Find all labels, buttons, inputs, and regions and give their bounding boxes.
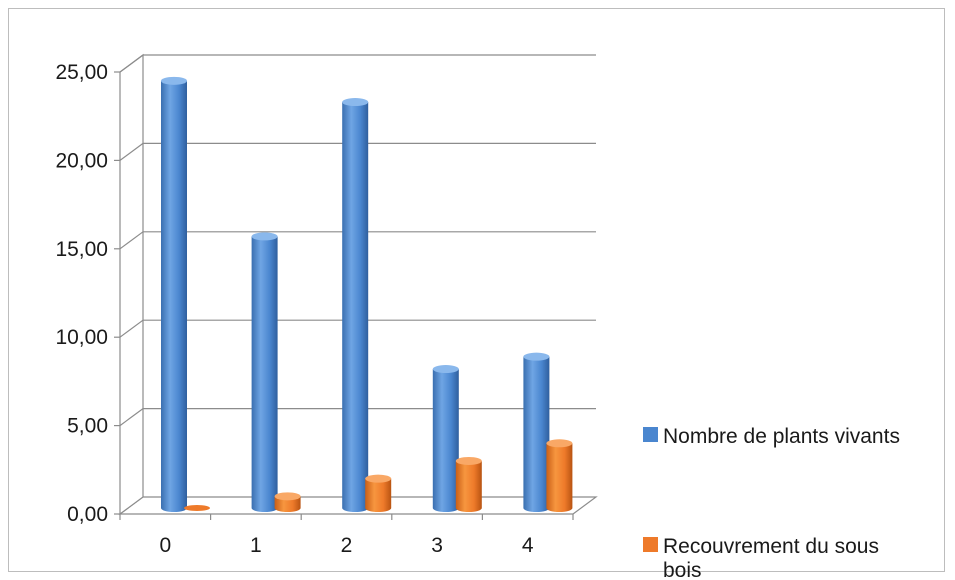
x-axis-ticks: 0 1 2 3 4	[119, 514, 574, 557]
bar-plants-vivants-4	[523, 352, 550, 512]
bar-recouvrement-0	[184, 505, 210, 511]
gridline-side	[119, 408, 144, 427]
y-tick-label: 25,00	[55, 61, 108, 84]
bar-plants-vivants-2	[342, 98, 369, 512]
x-tick-label: 4	[522, 534, 534, 557]
bar-top	[161, 76, 187, 85]
bar-top	[523, 352, 550, 361]
gridline-side	[119, 54, 144, 73]
bar-body	[455, 460, 482, 512]
legend-swatch-plants-vivants	[643, 427, 658, 442]
x-tick-label: 3	[431, 534, 443, 557]
bar-top	[184, 505, 210, 511]
bar-top	[546, 439, 573, 448]
gridline-side	[119, 231, 144, 250]
bar-top	[274, 492, 301, 501]
y-tick-label: 15,00	[55, 238, 108, 261]
bar-body	[546, 443, 573, 512]
bar-body	[342, 102, 369, 512]
bar-top	[251, 232, 278, 241]
bar-recouvrement-1	[274, 492, 301, 512]
y-tick-label: 10,00	[55, 326, 108, 349]
y-tick-label: 5,00	[67, 415, 108, 438]
bar-body	[523, 356, 550, 512]
y-tick-label: 0,00	[67, 503, 108, 526]
legend-swatch-recouvrement	[643, 537, 658, 552]
bar-recouvrement-4	[546, 439, 573, 512]
legend: Nombre de plants vivants Recouvrement du…	[643, 425, 900, 580]
gridline-side	[119, 319, 144, 338]
legend-label-plants-vivants: Nombre de plants vivants	[663, 425, 900, 448]
bar-recouvrement-2	[365, 474, 392, 512]
gridlines	[119, 54, 596, 427]
bar-top	[342, 98, 369, 107]
legend-label-recouvrement-line1: Recouvrement du sous	[663, 535, 879, 558]
y-axis-ticks: 0,00 5,00 10,00 15,00 20,00 25,00	[55, 61, 120, 526]
bars	[161, 76, 573, 512]
left-wall	[119, 53, 144, 516]
bar-top	[432, 365, 459, 374]
bar-body	[161, 80, 187, 512]
bar-plants-vivants-3	[432, 365, 459, 512]
bar-top	[455, 456, 482, 465]
bar-body	[432, 369, 459, 512]
bar-plants-vivants-1	[251, 232, 278, 512]
bar-body	[365, 478, 392, 512]
x-tick-label: 2	[341, 534, 353, 557]
bar-top	[365, 474, 392, 483]
legend-label-recouvrement-line2: bois	[663, 559, 702, 580]
x-tick-label: 0	[159, 534, 171, 557]
bar-recouvrement-3	[455, 456, 482, 512]
gridline-side	[119, 142, 144, 161]
bar-body	[251, 236, 278, 512]
bar-body	[274, 496, 301, 512]
y-tick-label: 20,00	[55, 149, 108, 172]
x-tick-label: 1	[250, 534, 262, 557]
bar-plants-vivants-0	[161, 76, 187, 512]
